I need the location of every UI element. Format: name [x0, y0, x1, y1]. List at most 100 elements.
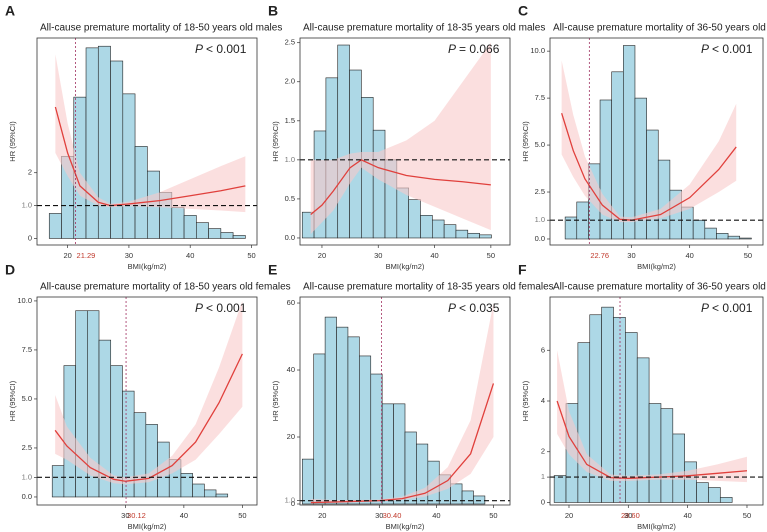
x-tick-label: 50	[247, 251, 255, 260]
y-tick-label: 1.0	[285, 155, 295, 164]
bar	[370, 373, 383, 505]
y-tick-label: 0	[291, 499, 295, 508]
y-tick-label: 7.5	[22, 345, 32, 354]
y-tick-label: 0.0	[535, 234, 545, 243]
x-tick-label: 50	[744, 251, 752, 260]
bar	[336, 326, 349, 505]
cutoff-label: 30.40	[383, 511, 402, 520]
y-tick-label: 2.5	[22, 443, 32, 452]
bar	[613, 316, 626, 503]
bar	[432, 219, 445, 239]
y-axis-label: HR (95%CI)	[8, 121, 17, 162]
confidence-band	[561, 60, 737, 223]
x-tick-label: 30	[624, 511, 632, 520]
y-axis-label: HR (95%CI)	[8, 380, 17, 421]
bar	[48, 213, 62, 239]
panel: D All-cause premature mortality of 18-50 …	[5, 262, 291, 531]
p-text: < 0.001	[206, 42, 247, 56]
bar	[681, 206, 694, 240]
p-text: < 0.035	[459, 301, 500, 315]
bar	[636, 357, 650, 503]
panel-title: All-cause premature mortality of 36-50 y…	[553, 23, 767, 34]
x-tick-label: 20	[318, 511, 326, 520]
panel-title: All-cause premature mortality of 18-50 y…	[40, 282, 291, 293]
x-tick-label: 50	[238, 511, 246, 520]
x-tick-label: 30	[121, 511, 129, 520]
y-tick-label: 2.0	[285, 77, 295, 86]
hr-curve	[54, 106, 246, 207]
y-tick-label: 0.5	[285, 194, 295, 203]
x-axis-label: BMI(kg/m2)	[386, 522, 425, 531]
hr-curve	[556, 400, 748, 480]
bar	[381, 403, 394, 505]
x-tick-label: 40	[180, 511, 188, 520]
bar	[684, 461, 697, 503]
y-tick-label: 1	[541, 472, 545, 481]
bar	[171, 207, 185, 239]
y-tick-label: 2.5	[535, 187, 545, 196]
x-tick-label: 40	[432, 511, 440, 520]
bar	[301, 458, 314, 505]
x-axis-label: BMI(kg/m2)	[386, 262, 425, 271]
bars	[550, 38, 763, 245]
hr-curve	[310, 159, 491, 216]
bar	[672, 433, 685, 503]
confidence-band	[55, 300, 243, 485]
x-tick-label: 40	[686, 251, 694, 260]
plot-frame	[549, 37, 764, 246]
y-axis-label: HR (95%CI)	[271, 121, 280, 162]
p-symbol: P	[448, 301, 456, 315]
confidence-band	[557, 350, 747, 483]
x-tick-label: 20	[565, 511, 573, 520]
bars	[300, 42, 510, 239]
p-value: P = 0.066	[448, 42, 500, 56]
bar	[708, 487, 721, 503]
y-tick-label: 0.0	[22, 492, 32, 501]
x-tick-label: 30	[374, 251, 382, 260]
cutoff-label: 30.12	[127, 511, 146, 520]
p-text: < 0.001	[206, 301, 247, 315]
bar	[599, 99, 612, 240]
panel-letter: F	[518, 262, 527, 278]
bar	[443, 224, 457, 239]
bar	[220, 232, 234, 239]
panel: B All-cause premature mortality of 18-35 …	[268, 3, 545, 271]
bar	[324, 316, 337, 505]
bar	[192, 483, 205, 498]
x-axis-label: BMI(kg/m2)	[637, 262, 676, 271]
panel-title: All-cause premature mortality of 18-35 y…	[303, 23, 545, 34]
confidence-band	[55, 54, 246, 213]
p-symbol: P	[448, 42, 456, 56]
bar	[696, 482, 709, 503]
bar	[313, 353, 326, 505]
x-tick-label: 50	[489, 511, 497, 520]
y-tick-label: 10.0	[17, 296, 32, 305]
p-value: P < 0.001	[701, 42, 753, 56]
p-value: P < 0.001	[195, 301, 247, 315]
bar	[623, 45, 636, 240]
bar	[97, 45, 111, 239]
p-text: = 0.066	[459, 42, 500, 56]
panel-title: All-cause premature mortality of 18-50 y…	[40, 23, 282, 34]
y-axis-label: HR (95%CI)	[521, 121, 530, 162]
y-tick-label: 0	[28, 233, 32, 242]
panel-letter: D	[5, 262, 15, 278]
bar	[646, 129, 659, 240]
bars	[37, 38, 257, 245]
y-tick-label: 1.5	[285, 116, 295, 125]
bar	[196, 222, 209, 239]
bar	[145, 424, 158, 498]
panel-letter: A	[5, 3, 15, 19]
bar	[134, 146, 148, 239]
bar	[204, 489, 217, 498]
y-tick-label: 1.0	[285, 496, 295, 505]
x-tick-label: 40	[683, 511, 691, 520]
x-axis-label: BMI(kg/m2)	[637, 522, 676, 531]
x-tick-label: 30	[125, 251, 133, 260]
y-tick-label: 7.5	[535, 93, 545, 102]
y-tick-label: 6	[541, 345, 545, 354]
panel-letter: B	[268, 3, 278, 19]
y-tick-label: 20	[287, 432, 295, 441]
bar	[183, 215, 197, 239]
bar	[396, 187, 409, 239]
